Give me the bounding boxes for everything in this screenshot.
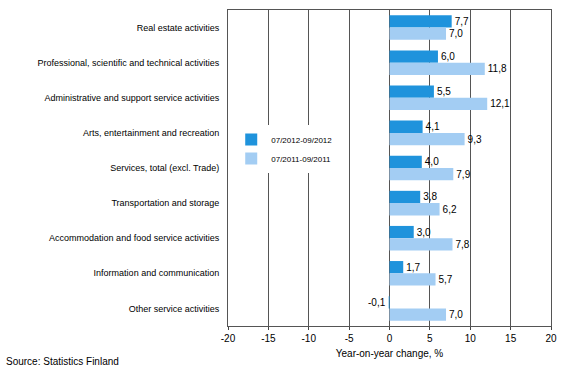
svg-text:7,8: 7,8 xyxy=(455,239,469,250)
svg-text:7,7: 7,7 xyxy=(455,16,469,27)
svg-text:07/2011-09/2011: 07/2011-09/2011 xyxy=(271,155,331,164)
svg-text:5,5: 5,5 xyxy=(437,86,451,97)
svg-text:Arts, entertainment and recrea: Arts, entertainment and recreation xyxy=(83,128,219,138)
svg-text:-5: -5 xyxy=(345,333,354,344)
svg-text:Transportation and storage: Transportation and storage xyxy=(111,198,219,208)
svg-text:Administrative and support ser: Administrative and support service activ… xyxy=(45,93,220,103)
svg-text:10: 10 xyxy=(465,333,477,344)
svg-text:-10: -10 xyxy=(302,333,317,344)
svg-text:3,8: 3,8 xyxy=(423,191,437,202)
svg-text:12,1: 12,1 xyxy=(490,98,510,109)
svg-text:Year-on-year change, %: Year-on-year change, % xyxy=(336,348,444,359)
svg-text:-20: -20 xyxy=(221,333,236,344)
svg-text:Real estate activities: Real estate activities xyxy=(137,23,220,33)
svg-text:7,0: 7,0 xyxy=(449,309,463,320)
svg-text:5: 5 xyxy=(427,333,433,344)
svg-text:Professional, scientific and t: Professional, scientific and technical a… xyxy=(38,58,220,68)
svg-text:3,0: 3,0 xyxy=(417,227,431,238)
svg-text:-15: -15 xyxy=(261,333,276,344)
svg-text:20: 20 xyxy=(545,333,557,344)
svg-text:7,9: 7,9 xyxy=(456,169,470,180)
svg-text:Source: Statistics Finland: Source: Statistics Finland xyxy=(6,356,119,367)
svg-text:6,0: 6,0 xyxy=(441,51,455,62)
svg-text:1,7: 1,7 xyxy=(406,262,420,273)
svg-text:Information and communication: Information and communication xyxy=(94,268,220,278)
svg-text:15: 15 xyxy=(505,333,517,344)
svg-text:4,0: 4,0 xyxy=(425,156,439,167)
svg-text:-0,1: -0,1 xyxy=(368,297,386,308)
svg-text:Other service activities: Other service activities xyxy=(129,304,220,314)
svg-text:4,1: 4,1 xyxy=(426,121,440,132)
svg-text:7,0: 7,0 xyxy=(449,28,463,39)
svg-text:11,8: 11,8 xyxy=(488,63,507,74)
svg-text:Accommodation and food service: Accommodation and food service activitie… xyxy=(49,233,220,243)
svg-text:6,2: 6,2 xyxy=(443,204,457,215)
svg-text:9,3: 9,3 xyxy=(468,134,482,145)
svg-text:0: 0 xyxy=(387,333,393,344)
svg-text:07/2012-09/2012: 07/2012-09/2012 xyxy=(271,136,332,145)
svg-text:Services, total (excl. Trade): Services, total (excl. Trade) xyxy=(110,163,219,173)
svg-text:5,7: 5,7 xyxy=(439,274,453,285)
